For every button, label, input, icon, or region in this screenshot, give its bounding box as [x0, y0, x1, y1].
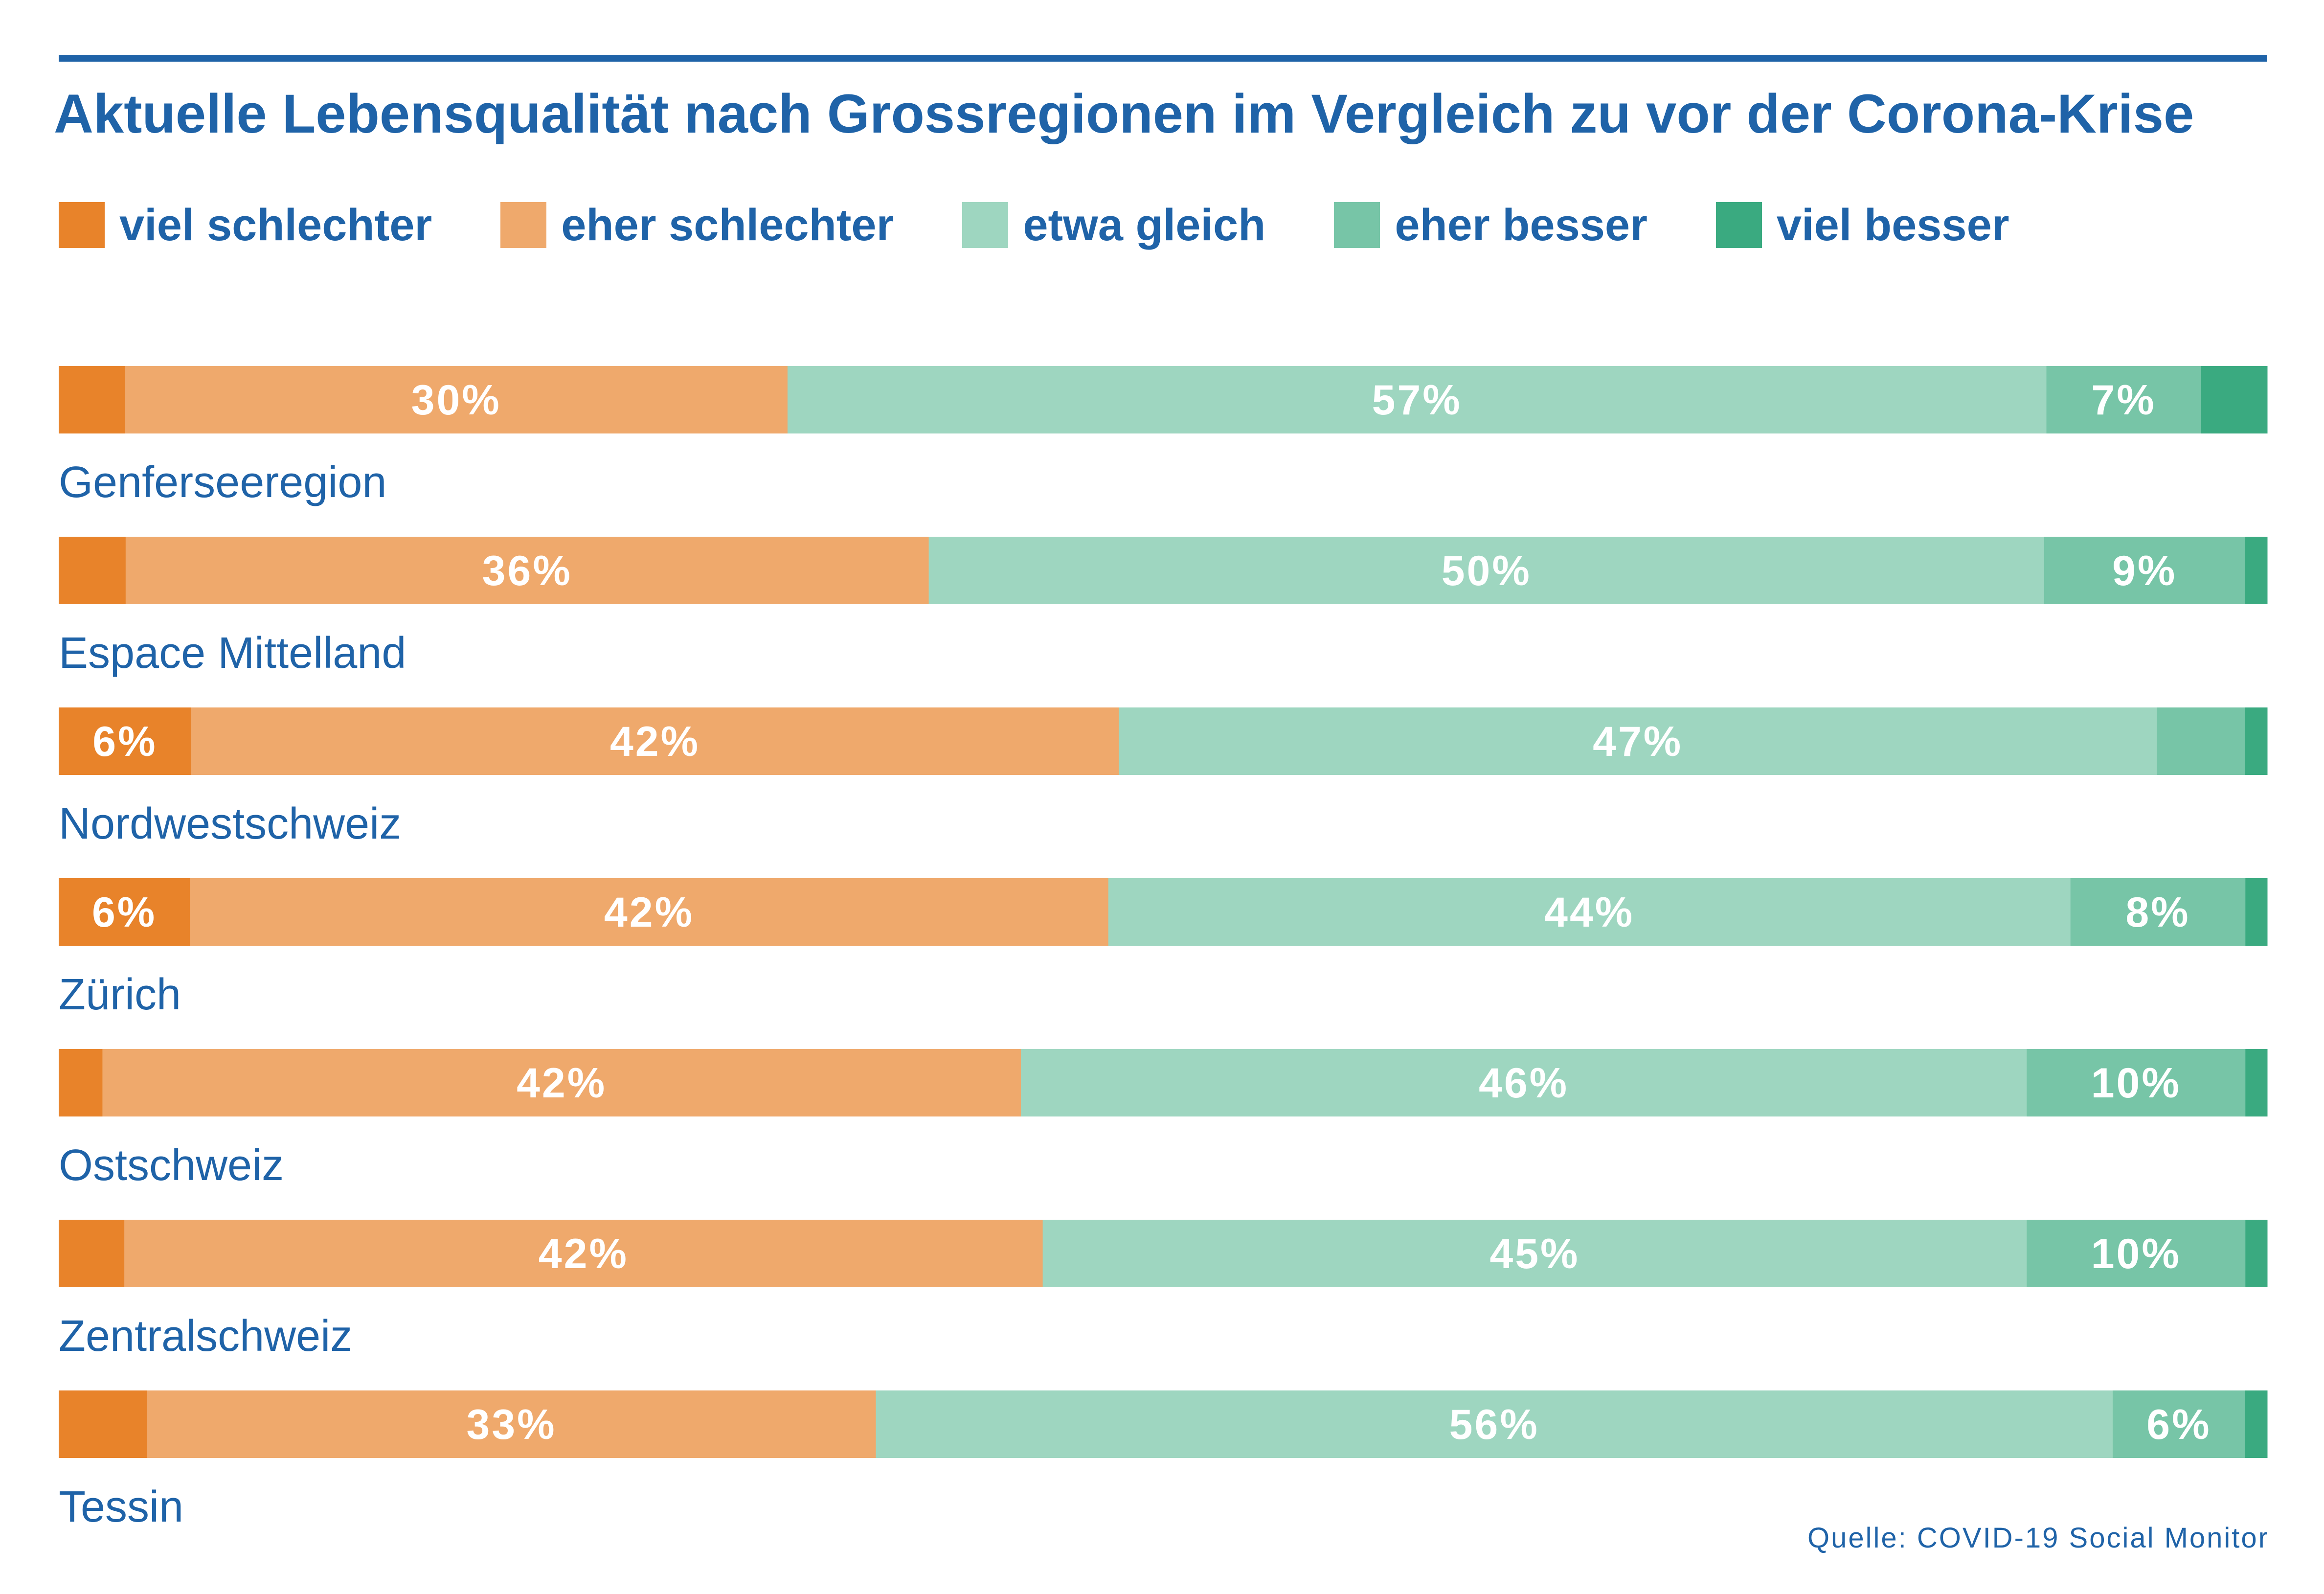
legend-label: eher schlechter: [561, 200, 894, 250]
legend-item: eher besser: [1334, 200, 1647, 251]
bar-segment: [191, 707, 1119, 775]
bar-segment: [876, 1390, 2113, 1458]
bar-segment: [1119, 707, 2157, 775]
bar-segment: [2245, 878, 2268, 946]
bar-segment: [147, 1390, 877, 1458]
bar-segment: [59, 1049, 103, 1116]
legend-label: viel besser: [1776, 200, 2009, 250]
bar-segment: [2044, 537, 2245, 604]
legend-item: viel besser: [1715, 200, 2009, 251]
data-label: 30%: [411, 377, 501, 424]
bar-segment: [2027, 1049, 2246, 1116]
data-label: 44%: [1544, 889, 1634, 936]
bar-segment: [2070, 878, 2246, 946]
data-label: 42%: [610, 718, 700, 765]
bar-segment: [2046, 366, 2202, 433]
bar-segment: [1020, 1049, 2027, 1116]
data-label: 36%: [482, 547, 572, 594]
category-label: Espace Mittelland: [59, 629, 406, 678]
bar-segment: [59, 1390, 148, 1458]
bar-segment: [59, 1220, 125, 1287]
category-label: Zürich: [59, 970, 181, 1019]
chart-title: Aktuelle Lebensqualität nach Grossregion…: [54, 83, 2194, 144]
legend-label: viel schlechter: [119, 200, 432, 250]
bar-segment: [2245, 537, 2268, 604]
title-rule: [59, 55, 2267, 62]
category-label: Nordwestschweiz: [59, 799, 401, 848]
legend-swatch: [1715, 202, 1762, 248]
bar-segment: [125, 537, 929, 604]
data-label: 6%: [2146, 1401, 2211, 1448]
bar-segment: [2027, 1220, 2246, 1287]
data-label: 7%: [2091, 377, 2156, 424]
legend: viel schlechter eher schlechter etwa gleic…: [59, 200, 2078, 251]
bar-segment: [59, 707, 192, 775]
category-label: Genferseeregion: [59, 458, 386, 507]
data-label: 45%: [1489, 1230, 1579, 1277]
category-label: Tessin: [59, 1482, 183, 1531]
legend-swatch: [500, 202, 547, 248]
bar-segment: [928, 537, 2045, 604]
category-label: Zentralschweiz: [59, 1312, 352, 1361]
data-label: 42%: [539, 1230, 629, 1277]
data-label: 10%: [2091, 1230, 2181, 1277]
data-label: 50%: [1442, 547, 1532, 594]
legend-item: etwa gleich: [962, 200, 1265, 251]
bar-segment: [1108, 878, 2071, 946]
data-label: 42%: [604, 889, 694, 936]
data-label: 56%: [1449, 1401, 1539, 1448]
data-label: 9%: [2112, 547, 2177, 594]
bar-segment: [2157, 707, 2246, 775]
data-label: 10%: [2091, 1060, 2181, 1107]
bar-segment: [787, 366, 2047, 433]
bar-segment: [1042, 1220, 2027, 1287]
bar-segment: [59, 537, 126, 604]
data-label: 42%: [517, 1060, 607, 1107]
data-label: 8%: [2125, 889, 2190, 936]
data-label: 47%: [1593, 718, 1683, 765]
legend-swatch: [962, 202, 1009, 248]
data-label: 46%: [1479, 1060, 1569, 1107]
bar-segment: [125, 366, 788, 433]
legend-label: eher besser: [1395, 200, 1647, 250]
legend-swatch: [59, 202, 105, 248]
data-label: 33%: [467, 1401, 557, 1448]
bar-segment: [2112, 1390, 2246, 1458]
bar-segment: [2245, 1049, 2268, 1116]
bar-segment: [2245, 1220, 2268, 1287]
bar-segment: [102, 1049, 1021, 1116]
bar-segment: [124, 1220, 1043, 1287]
bar-segment: [59, 366, 125, 433]
legend-swatch: [1334, 202, 1380, 248]
data-label: 6%: [92, 718, 157, 765]
bar-segment: [2201, 366, 2268, 433]
legend-label: etwa gleich: [1023, 200, 1266, 250]
bar-segment: [2245, 1390, 2268, 1458]
data-label: 57%: [1372, 377, 1462, 424]
bar-segment: [190, 878, 1109, 946]
category-label: Ostschweiz: [59, 1141, 284, 1190]
legend-item: viel schlechter: [59, 200, 432, 251]
legend-item: eher schlechter: [500, 200, 894, 251]
bar-segment: [2245, 707, 2268, 775]
bar-segment: [59, 878, 190, 946]
source-note: Quelle: COVID-19 Social Monitor: [1807, 1522, 2269, 1554]
data-label: 6%: [92, 889, 157, 936]
